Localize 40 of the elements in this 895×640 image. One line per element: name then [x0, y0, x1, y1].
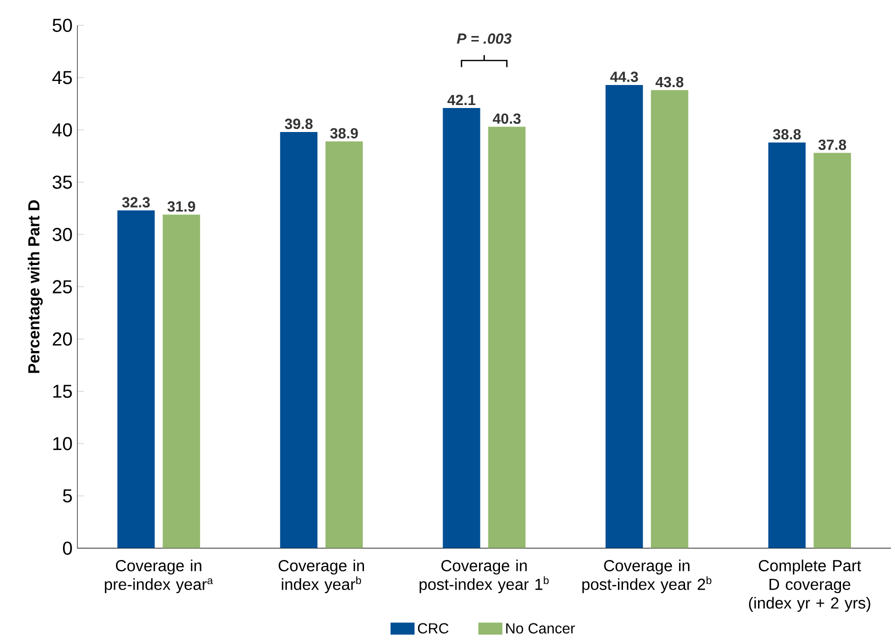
data-label: 37.8 [818, 139, 846, 150]
bar [442, 108, 480, 548]
bar [650, 90, 688, 548]
data-label: 44.3 [610, 72, 638, 82]
y-tick-label: 10 [53, 436, 72, 450]
bar [280, 132, 318, 548]
data-label: 38.8 [773, 129, 801, 140]
annotation: P = .003 [456, 33, 512, 44]
legend-label: No Cancer [506, 623, 575, 634]
data-label: 31.9 [167, 201, 196, 212]
y-tick-label: 35 [52, 175, 72, 189]
bar [117, 210, 155, 548]
y-tick-label: 15 [53, 384, 72, 398]
x-tick-label: Complete Part D coverage (index yr + 2 yrs) [749, 559, 870, 612]
legend-label: CRC [418, 623, 448, 634]
y-tick-label: 20 [52, 332, 72, 346]
y-tick-label: 30 [52, 228, 72, 241]
bar [768, 142, 806, 548]
y-tick-label: 25 [52, 280, 72, 294]
bar [488, 126, 526, 548]
y-tick-label: 0 [63, 541, 72, 555]
y-axis-title: Percentage with Part D [28, 200, 43, 373]
x-tick-label: Coverage in post-index year 2$^{b}$ [582, 559, 712, 594]
data-label: 39.8 [284, 118, 313, 129]
bar [325, 141, 363, 548]
x-tick-label: Coverage in index year$^{b}$ [278, 559, 364, 594]
data-label: 43.8 [656, 76, 684, 88]
y-tick-label: 45 [52, 71, 72, 84]
data-label: 38.9 [330, 128, 358, 138]
bar [814, 152, 851, 548]
x-tick-label: Coverage in post-index year 1$^{b}$ [420, 559, 549, 594]
y-tick-label: 5 [63, 489, 72, 502]
data-label: 40.3 [492, 113, 521, 124]
x-tick-label: Coverage in pre-index year$^{a}$ [104, 559, 213, 594]
y-tick-label: 40 [52, 123, 72, 136]
data-label: 32.3 [122, 196, 150, 208]
data-label: 42.1 [447, 94, 476, 105]
y-tick-label: 50 [52, 18, 72, 32]
bar [162, 214, 200, 548]
bar [606, 84, 643, 548]
